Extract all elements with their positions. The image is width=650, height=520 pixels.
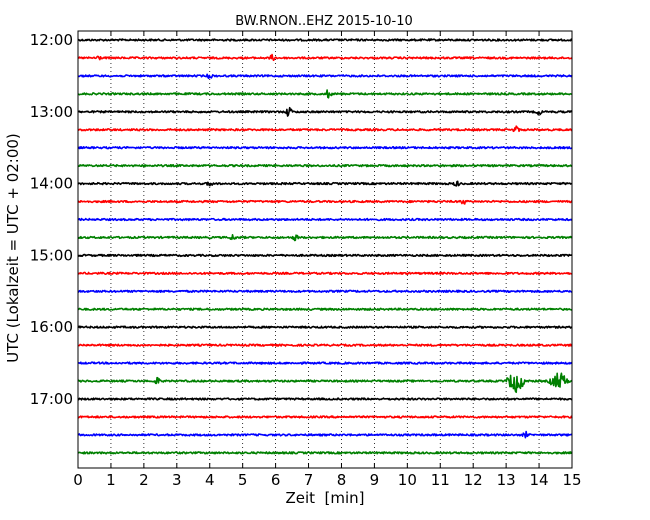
x-tick-label: 6 [271,471,281,489]
y-tick-label: 14:00 [30,175,73,193]
x-tick-label: 13 [497,471,516,489]
x-tick-label: 9 [370,471,380,489]
x-tick-label: 2 [139,471,149,489]
chart-title: BW.RNON..EHZ 2015-10-10 [235,14,413,29]
x-tick-label: 14 [530,471,549,489]
trace-line [77,397,573,401]
x-tick-label: 10 [398,471,417,489]
x-tick-label: 3 [172,471,182,489]
trace-line [77,106,573,117]
trace-line [77,217,573,222]
y-tick-label: 17:00 [30,390,73,408]
trace-line [77,125,573,133]
trace-group [77,38,573,455]
y-tick-label: 12:00 [30,31,73,49]
x-tick-label: 7 [304,471,314,489]
y-tick-label: 16:00 [30,318,73,336]
x-tick-label: 0 [73,471,83,489]
trace-line [77,271,573,276]
y-axis-label: UTC (Lokalzeit = UTC + 02:00) [4,133,22,363]
y-tick-label: 13:00 [30,103,73,121]
trace-line [77,146,573,150]
trace-line [77,233,573,242]
trace-line [77,361,573,365]
x-tick-label: 5 [238,471,248,489]
trace-line [77,451,573,455]
x-tick-label: 1 [106,471,116,489]
trace-line [77,73,573,80]
trace-line [77,415,573,419]
x-axis: 0 1 2 3 4 5 6 7 8 9 10 11 12 13 14 15 [73,31,582,489]
trace-line [77,430,573,439]
trace-line [77,53,573,62]
x-tick-label: 12 [464,471,483,489]
x-axis-label: Zeit [min] [285,489,364,507]
trace-line [77,289,573,293]
trace-line [77,163,573,168]
vertical-grid [110,31,540,468]
x-tick-label: 4 [205,471,215,489]
trace-line [77,89,573,99]
y-axis: 12:00 13:00 14:00 15:00 16:00 17:00 [30,31,572,408]
trace-line [77,38,573,42]
plot-frame [77,30,573,469]
trace-line [77,307,573,311]
trace-line [77,199,573,205]
trace-line [77,180,573,187]
y-tick-label: 15:00 [30,246,73,264]
x-tick-label: 11 [431,471,450,489]
x-tick-label: 15 [562,471,581,489]
trace-line [77,253,573,258]
trace-line [77,343,573,347]
x-tick-label: 8 [337,471,347,489]
trace-line [77,325,573,329]
trace-line [77,372,573,394]
